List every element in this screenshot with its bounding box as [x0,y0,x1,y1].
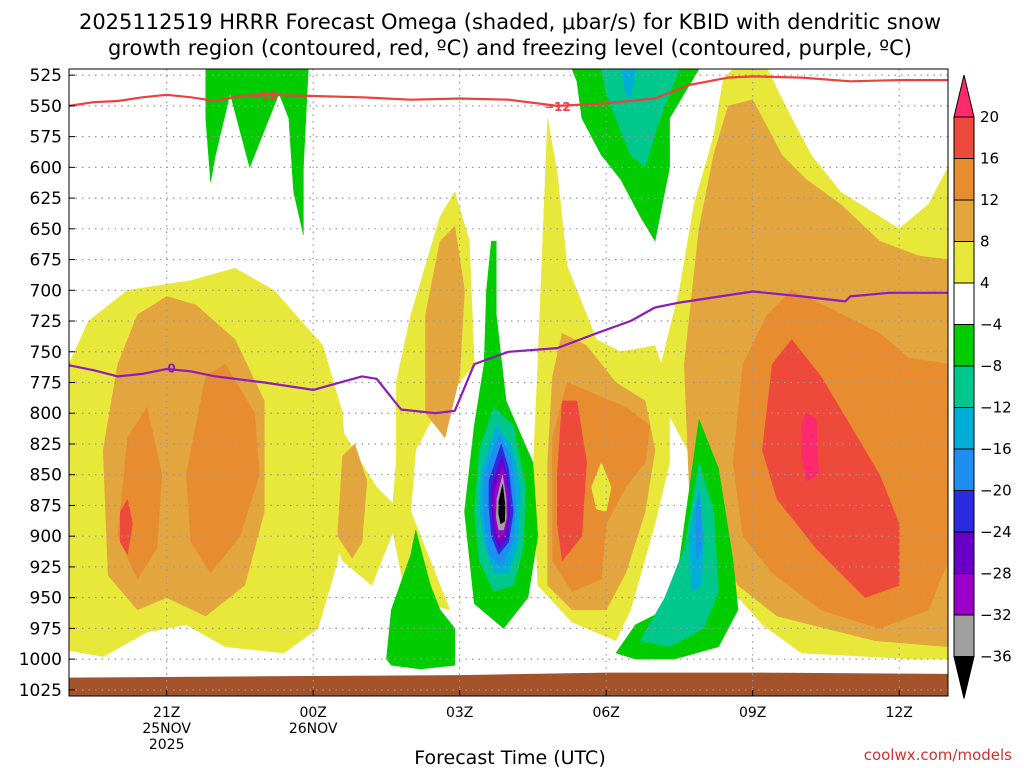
colorbar-label: −8 [980,357,1002,375]
dgz-contour-line [69,75,948,108]
x-tick-label: 25NOV [142,721,191,737]
colorbar-label: −16 [980,440,1012,458]
x-tick-label: 12Z [885,705,912,721]
colorbar-band [953,116,975,159]
y-tick-label: 875 [30,496,62,516]
y-tick-label: 975 [30,619,62,639]
y-tick-label: 750 [30,343,62,363]
colorbar-band [953,573,975,616]
x-axis-label: Forecast Time (UTC) [414,747,605,768]
colorbar-label: −28 [980,565,1012,583]
y-tick-label: 525 [30,66,62,86]
colorbar-band [953,365,975,408]
colorbar-label: −20 [980,482,1012,500]
omega-region-19 [205,69,309,236]
omega-region-15 [557,400,587,562]
x-tick-label: 03Z [446,705,473,721]
colorbar-bottom-triangle [953,656,975,699]
y-tick-label: 725 [30,312,62,332]
x-tick-label: 2025 [149,737,185,753]
colorbar-band [953,158,975,201]
colorbar-label: 8 [980,233,990,251]
x-tick-label: 00Z [299,705,326,721]
colorbar-band [953,490,975,533]
freezing-level-label-0: 0 [167,362,175,376]
colorbar-band [953,199,975,242]
omega-region-31 [696,493,702,559]
colorbar-label: −36 [980,648,1012,666]
freezing-level-line [69,290,948,415]
y-tick-label: 800 [30,404,62,424]
dgz-contour-label-0: −12 [251,89,278,103]
colorbar-band [953,448,975,491]
colorbar-label: −12 [980,399,1012,417]
y-tick-label: 650 [30,220,62,240]
omega-region-11 [185,363,260,574]
y-tick-label: 1025 [19,681,62,701]
omega-region-22 [386,529,456,670]
y-tick-label: 550 [30,97,62,117]
colorbar-label: −4 [980,316,1002,334]
colorbar: 20 16 12 8 4 −4 −8 −12 −16 −20 −24 −28 −32 −36 [953,74,1012,699]
colorbar-band [953,324,975,367]
chart-title-line2: growth region (contoured, red, ºC) and f… [108,36,912,60]
y-axis: 525 550 575 600 625 650 675 700 725 750 775 800 825 8… [19,66,75,701]
y-tick-label: 675 [30,251,62,271]
colorbar-label: 12 [980,191,999,209]
y-tick-label: 950 [30,589,62,609]
omega-region-17 [801,412,819,482]
y-tick-label: 775 [30,374,62,394]
y-tick-label: 600 [30,158,62,178]
y-tick-label: 925 [30,558,62,578]
colorbar-label: 20 [980,108,999,126]
omega-region-6 [337,443,368,559]
contours: −12 −12 0 [69,75,948,415]
dgz-contour-label-1: −12 [544,100,571,114]
y-tick-label: 850 [30,466,62,486]
omega-region-7 [425,225,465,439]
x-tick-label: 09Z [739,705,766,721]
colorbar-label: 16 [980,150,999,168]
x-tick-label: 26NOV [289,721,338,737]
y-tick-label: 575 [30,128,62,148]
x-tick-label: 06Z [592,705,619,721]
credit-text: coolwx.com/models [864,746,1012,764]
y-tick-label: 825 [30,435,62,455]
colorbar-label: 4 [980,274,990,292]
x-tick-label: 21Z [153,705,180,721]
omega-shading [69,69,948,696]
y-tick-label: 625 [30,189,62,209]
omega-region-16 [762,339,900,598]
omega-region-36 [498,484,506,525]
grid [69,69,948,696]
colorbar-band [953,282,975,325]
omega-region-14 [120,498,133,556]
omega-region-27 [620,69,636,101]
colorbar-band [953,614,975,657]
colorbar-band [953,531,975,574]
colorbar-top-triangle [953,74,975,118]
omega-region-24 [601,69,680,168]
colorbar-label: −24 [980,523,1012,541]
y-tick-label: 700 [30,281,62,301]
terrain-band [69,672,948,696]
colorbar-label: −32 [980,606,1012,624]
colorbar-band [953,241,975,284]
colorbar-band [953,407,975,450]
y-tick-label: 1000 [19,650,62,670]
y-tick-label: 900 [30,527,62,547]
chart-title-line1: 2025112519 HRRR Forecast Omega (shaded, … [79,10,941,34]
